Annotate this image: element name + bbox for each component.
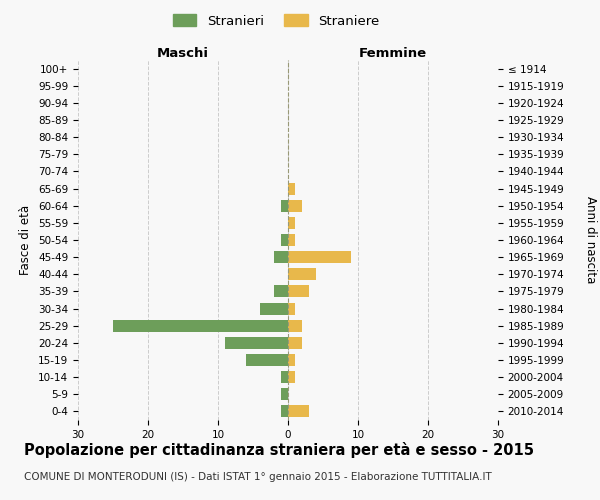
- Bar: [288, 302, 295, 314]
- Legend: Stranieri, Straniere: Stranieri, Straniere: [167, 9, 385, 33]
- Bar: [113, 320, 288, 332]
- Bar: [281, 200, 288, 211]
- Bar: [288, 268, 316, 280]
- Bar: [274, 251, 288, 263]
- Bar: [288, 182, 295, 194]
- Text: Popolazione per cittadinanza straniera per età e sesso - 2015: Popolazione per cittadinanza straniera p…: [24, 442, 534, 458]
- Bar: [288, 286, 309, 298]
- Bar: [288, 251, 351, 263]
- Bar: [225, 337, 288, 349]
- Bar: [260, 302, 288, 314]
- Bar: [288, 200, 302, 211]
- Text: Femmine: Femmine: [359, 47, 427, 60]
- Bar: [288, 371, 295, 383]
- Bar: [288, 234, 295, 246]
- Y-axis label: Fasce di età: Fasce di età: [19, 205, 32, 275]
- Bar: [281, 406, 288, 417]
- Bar: [288, 217, 295, 229]
- Text: Maschi: Maschi: [157, 47, 209, 60]
- Bar: [281, 371, 288, 383]
- Bar: [288, 354, 295, 366]
- Bar: [246, 354, 288, 366]
- Bar: [288, 320, 302, 332]
- Bar: [288, 337, 302, 349]
- Bar: [288, 406, 309, 417]
- Text: COMUNE DI MONTERODUNI (IS) - Dati ISTAT 1° gennaio 2015 - Elaborazione TUTTITALI: COMUNE DI MONTERODUNI (IS) - Dati ISTAT …: [24, 472, 492, 482]
- Bar: [274, 286, 288, 298]
- Bar: [281, 234, 288, 246]
- Bar: [281, 388, 288, 400]
- Y-axis label: Anni di nascita: Anni di nascita: [584, 196, 597, 284]
